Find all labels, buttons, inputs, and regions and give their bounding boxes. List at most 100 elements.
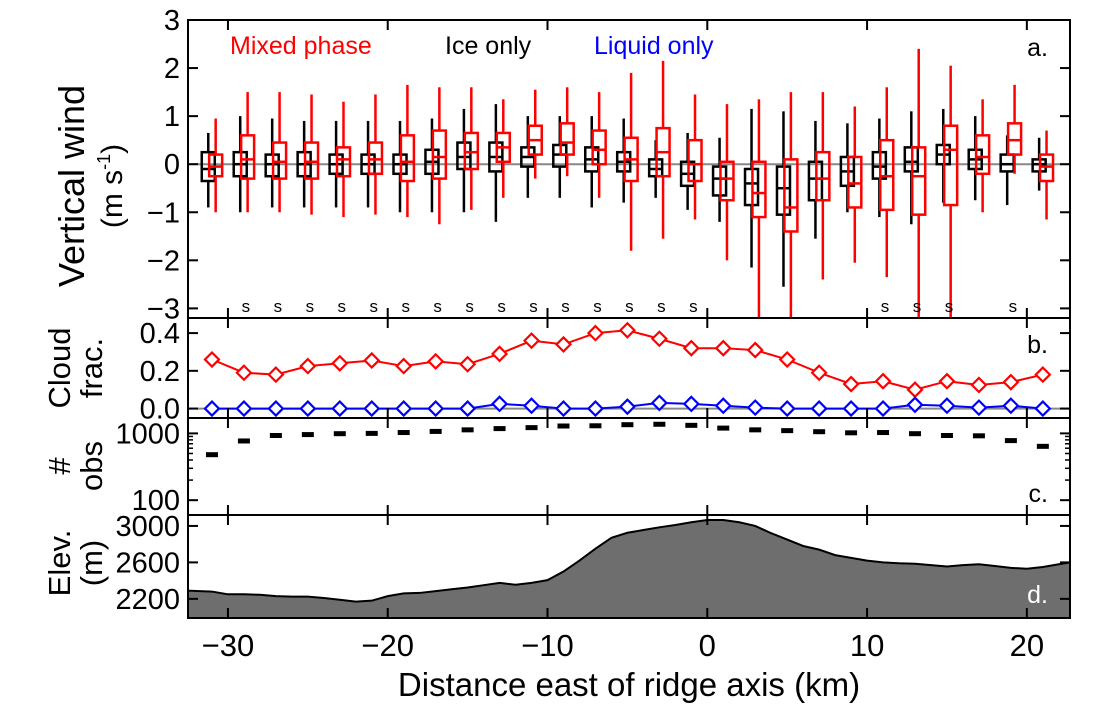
box-mixed-phase <box>239 92 256 213</box>
significance-marker: s <box>497 297 506 316</box>
panel-b-ytick-label: 0.2 <box>140 356 180 388</box>
marker-liquid-only <box>554 400 573 418</box>
panel-a-vertical-wind: Vertical wind (m s-1) Mixed phase Ice on… <box>51 5 1071 325</box>
panel-b-ytick-label: 0.4 <box>140 318 180 350</box>
marker-mixed-phase <box>267 366 285 384</box>
panel-a-ytick-label: 1 <box>164 101 180 133</box>
significance-marker: s <box>561 297 570 316</box>
marker-liquid-only <box>682 395 700 413</box>
panel-b-label: b. <box>1027 331 1048 359</box>
box-iqr <box>559 122 575 156</box>
obs-count-marker <box>269 432 282 438</box>
box-mixed-phase <box>1006 84 1023 174</box>
box-mixed-phase <box>335 101 352 218</box>
marker-mixed-phase <box>491 345 509 363</box>
x-tick-label: −10 <box>521 628 574 663</box>
panel-d-ytick-label: 2200 <box>115 584 180 616</box>
legend-mixed-phase: Mixed phase <box>230 32 372 60</box>
box-mixed-phase <box>623 72 639 251</box>
box-mixed-phase <box>879 87 895 278</box>
marker-mixed-phase <box>299 357 317 375</box>
marker-liquid-only <box>363 400 381 418</box>
marker-mixed-phase <box>618 321 636 339</box>
significance-marker: s <box>593 297 602 316</box>
obs-count-marker <box>1004 438 1017 444</box>
panel-d-ytick-label: 2600 <box>115 547 180 579</box>
x-tick-label: −20 <box>361 628 414 663</box>
marker-liquid-only <box>778 400 796 418</box>
marker-mixed-phase <box>938 372 956 390</box>
obs-count-marker <box>237 438 250 444</box>
obs-count-marker <box>749 427 762 433</box>
box-iqr <box>719 160 735 202</box>
obs-count-marker <box>909 431 922 437</box>
marker-mixed-phase <box>778 350 796 369</box>
panel-c-observation-count: # obs c. 100 1000 <box>42 417 1071 517</box>
obs-count-marker <box>1036 443 1049 449</box>
significance-marker: s <box>625 297 634 316</box>
marker-liquid-only <box>618 398 636 416</box>
significance-marker: s <box>401 297 410 316</box>
panel-a-ytick-label: −3 <box>147 293 180 325</box>
x-tick-label: −30 <box>202 628 255 663</box>
box-mixed-phase <box>815 92 831 280</box>
panel-a-plot-area <box>188 48 1070 318</box>
marker-mixed-phase <box>746 341 764 359</box>
significance-marker: s <box>433 297 442 316</box>
obs-count-marker <box>429 428 442 434</box>
marker-liquid-only <box>746 399 764 417</box>
marker-liquid-only <box>810 400 828 418</box>
box-mixed-phase <box>431 87 448 225</box>
box-mixed-phase <box>783 92 799 318</box>
box-iqr <box>974 134 991 176</box>
marker-mixed-phase <box>459 355 477 373</box>
box-mixed-phase <box>271 92 288 213</box>
significance-marker: s <box>529 297 538 316</box>
x-tick-label: 0 <box>699 628 716 663</box>
box-mixed-phase <box>207 118 224 213</box>
marker-liquid-only <box>395 400 413 418</box>
panel-d-elevation: Elev. (m) 2200 2600 3000 d. <box>42 511 1071 619</box>
box-mixed-phase <box>463 87 480 210</box>
box-iqr <box>687 138 703 183</box>
significance-marker: s <box>689 297 698 316</box>
box-mixed-phase <box>687 94 703 220</box>
panel-c-ytick-label: 1000 <box>115 418 180 450</box>
obs-count-marker <box>333 431 346 437</box>
x-tick-label: 20 <box>1010 628 1044 663</box>
marker-mixed-phase <box>203 350 221 369</box>
marker-mixed-phase <box>331 354 349 372</box>
obs-count-marker <box>589 423 602 429</box>
significance-marker: s <box>945 297 954 316</box>
marker-liquid-only <box>906 396 924 414</box>
x-axis-label: Distance east of ridge axis (km) <box>398 666 860 703</box>
obs-count-marker <box>205 452 218 458</box>
marker-mixed-phase <box>970 376 988 394</box>
marker-liquid-only <box>203 400 221 418</box>
obs-count-marker <box>557 423 570 429</box>
panel-c-frame <box>187 417 1071 516</box>
box-mixed-phase <box>367 94 384 215</box>
marker-mixed-phase <box>235 364 253 382</box>
box-mixed-phase <box>399 84 416 218</box>
marker-mixed-phase <box>650 330 668 348</box>
obs-count-marker <box>525 425 538 431</box>
box-mixed-phase <box>1038 130 1055 220</box>
panel-d-label: d. <box>1027 581 1048 609</box>
significance-marker: s <box>465 297 474 316</box>
x-tick-label: 10 <box>850 628 884 663</box>
marker-mixed-phase <box>554 335 573 353</box>
obs-count-marker <box>813 429 826 435</box>
panel-a-ytick-label: 3 <box>164 5 180 37</box>
significance-marker: s <box>881 297 890 316</box>
marker-mixed-phase <box>522 332 541 350</box>
panel-a-ytick-label: 0 <box>164 149 180 181</box>
panel-b-cloud-fraction: Cloud frac. b. 0.0 0.2 0.4 <box>42 317 1071 426</box>
panel-a-label: a. <box>1027 34 1048 62</box>
marker-liquid-only <box>650 394 668 412</box>
panel-d-frame <box>187 514 1071 619</box>
box-mixed-phase <box>719 104 735 261</box>
obs-count-marker <box>653 421 666 427</box>
significance-marker: s <box>370 297 379 316</box>
box-mixed-phase <box>559 87 575 177</box>
